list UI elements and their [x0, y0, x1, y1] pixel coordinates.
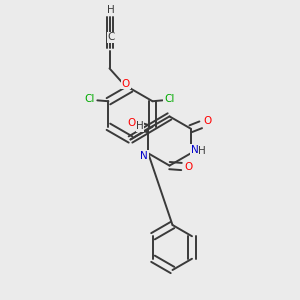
Text: N: N — [191, 145, 199, 155]
Text: N: N — [140, 151, 148, 161]
Text: Cl: Cl — [85, 94, 95, 104]
Text: Cl: Cl — [164, 94, 174, 104]
Text: H: H — [136, 122, 144, 131]
Text: H: H — [198, 146, 206, 156]
Text: C: C — [107, 32, 115, 43]
Text: O: O — [203, 116, 212, 126]
Text: H: H — [107, 5, 115, 15]
Text: O: O — [128, 118, 136, 128]
Text: O: O — [185, 162, 193, 172]
Text: O: O — [122, 79, 130, 89]
